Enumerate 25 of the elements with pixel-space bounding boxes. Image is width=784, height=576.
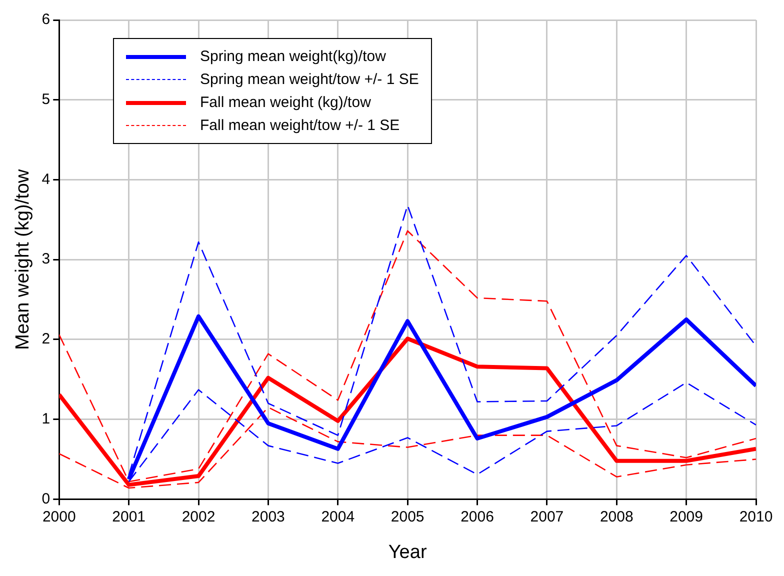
y-tick-label: 5 xyxy=(42,91,50,108)
y-tick-label: 2 xyxy=(42,330,50,348)
x-tick-label: 2006 xyxy=(460,508,494,526)
y-tick-label: 6 xyxy=(42,11,50,28)
legend-label: Fall mean weight/tow +/- 1 SE xyxy=(200,117,400,134)
legend-label: Spring mean weight/tow +/- 1 SE xyxy=(200,71,419,88)
x-tick-label: 2002 xyxy=(182,508,216,526)
x-tick-label: 2004 xyxy=(321,508,355,526)
y-tick-label: 4 xyxy=(42,170,50,188)
y-tick-label: 1 xyxy=(42,410,50,428)
y-tick-label: 0 xyxy=(42,490,50,508)
x-tick-label: 2009 xyxy=(670,508,703,526)
x-axis-title: Year xyxy=(388,542,428,563)
y-tick-label: 3 xyxy=(42,250,50,268)
y-axis-title: Mean weight (kg)/tow xyxy=(12,169,34,350)
x-tick-label: 2000 xyxy=(42,508,76,526)
x-tick-label: 2007 xyxy=(530,508,564,526)
line-series xyxy=(128,204,756,476)
x-tick-label: 2003 xyxy=(252,508,285,526)
x-tick-label: 2010 xyxy=(739,508,773,526)
legend-label: Fall mean weight (kg)/tow xyxy=(200,94,371,111)
x-tick-label: 2001 xyxy=(112,508,146,526)
x-tick-label: 2008 xyxy=(600,508,634,526)
x-tick-label: 2005 xyxy=(390,508,424,526)
legend-label: Spring mean weight(kg)/tow xyxy=(200,48,386,65)
